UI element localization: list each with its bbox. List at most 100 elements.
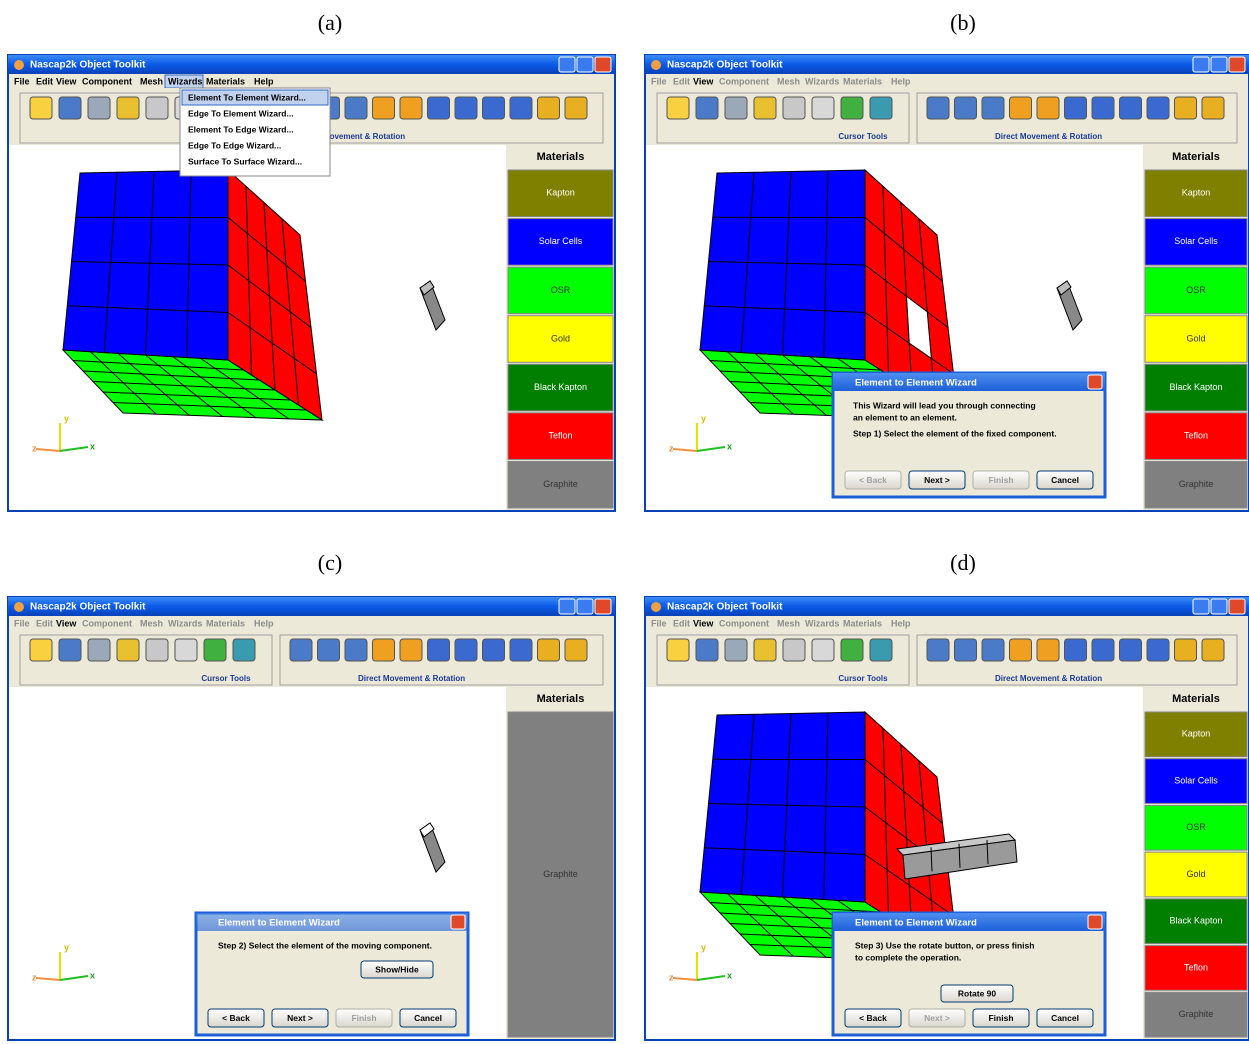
menu-item[interactable]: Wizards <box>805 76 839 86</box>
tool-button[interactable] <box>1146 638 1170 662</box>
menu-item[interactable]: View <box>693 618 714 628</box>
dialog-close[interactable] <box>450 914 466 930</box>
tool-button[interactable] <box>174 638 198 662</box>
tool-button[interactable] <box>58 96 82 120</box>
tool-button[interactable] <box>87 638 111 662</box>
material-swatch[interactable] <box>1144 412 1248 460</box>
tool-button[interactable] <box>1009 638 1032 662</box>
menu-item[interactable]: Materials <box>843 618 882 628</box>
tool-button[interactable] <box>427 96 450 120</box>
tool-button[interactable] <box>564 638 588 662</box>
dropdown-item[interactable]: Edge To Edge Wizard... <box>188 140 281 150</box>
dialog-button[interactable] <box>972 470 1030 490</box>
menu-item[interactable]: Materials <box>206 76 245 86</box>
close-button[interactable] <box>1228 598 1246 615</box>
menu-item[interactable]: View <box>693 76 714 86</box>
material-swatch[interactable] <box>1144 851 1248 898</box>
menu-item[interactable]: Component <box>719 618 769 628</box>
menu-item[interactable]: Help <box>254 76 274 86</box>
tool-button[interactable] <box>811 638 835 662</box>
tool-button[interactable] <box>1036 638 1060 662</box>
dialog-button[interactable] <box>908 470 966 490</box>
tool-button[interactable] <box>145 96 169 120</box>
tool-button[interactable] <box>695 638 719 662</box>
minimize-button[interactable] <box>558 56 576 73</box>
minimize-button[interactable] <box>1192 598 1210 615</box>
tool-button[interactable] <box>372 96 395 120</box>
tool-button[interactable] <box>954 638 977 662</box>
menu-item[interactable]: File <box>651 76 667 86</box>
tool-button[interactable] <box>1201 638 1225 662</box>
menu-item[interactable]: Materials <box>206 618 245 628</box>
tool-button[interactable] <box>840 96 864 120</box>
close-button[interactable] <box>594 598 612 615</box>
tool-button[interactable] <box>564 96 588 120</box>
tool-button[interactable] <box>482 96 505 120</box>
tool-button[interactable] <box>509 638 533 662</box>
menu-item[interactable]: Help <box>254 618 274 628</box>
tool-button[interactable] <box>981 96 1005 120</box>
material-swatch[interactable] <box>507 315 614 363</box>
material-swatch[interactable] <box>1144 898 1248 945</box>
dialog-button[interactable] <box>844 470 902 490</box>
dropdown-item[interactable]: Element To Element Wizard... <box>188 92 306 102</box>
tool-button[interactable] <box>724 638 748 662</box>
tool-button[interactable] <box>1174 638 1197 662</box>
tool-button[interactable] <box>1201 96 1225 120</box>
tool-button[interactable] <box>926 638 950 662</box>
menu-item[interactable]: Help <box>891 618 911 628</box>
tool-button[interactable] <box>399 96 423 120</box>
maximize-button[interactable] <box>1210 56 1228 73</box>
dialog-close[interactable] <box>1087 374 1103 390</box>
menu-item[interactable]: Mesh <box>777 618 800 628</box>
material-swatch[interactable] <box>1144 758 1248 804</box>
dropdown-item[interactable]: Surface To Surface Wizard... <box>188 156 302 166</box>
action-button[interactable] <box>940 984 1014 1003</box>
menu-item[interactable]: Edit <box>673 618 690 628</box>
tool-button[interactable] <box>509 96 533 120</box>
menu-item[interactable]: File <box>14 76 30 86</box>
dialog-button[interactable] <box>335 1008 393 1028</box>
tool-button[interactable] <box>753 96 777 120</box>
tool-button[interactable] <box>1064 96 1087 120</box>
dialog-button[interactable] <box>1036 470 1094 490</box>
tool-button[interactable] <box>454 638 478 662</box>
material-swatch[interactable] <box>507 460 614 509</box>
tool-button[interactable] <box>87 96 111 120</box>
menu-item[interactable]: Materials <box>843 76 882 86</box>
menu-item[interactable]: Help <box>891 76 911 86</box>
minimize-button[interactable] <box>558 598 576 615</box>
material-swatch[interactable] <box>507 412 614 460</box>
tool-button[interactable] <box>840 638 864 662</box>
tool-button[interactable] <box>344 638 368 662</box>
tool-button[interactable] <box>869 638 893 662</box>
tool-button[interactable] <box>695 96 719 120</box>
close-button[interactable] <box>594 56 612 73</box>
tool-button[interactable] <box>399 638 423 662</box>
material-swatch[interactable] <box>1144 363 1248 412</box>
dialog-button[interactable] <box>972 1008 1030 1028</box>
tool-button[interactable] <box>372 638 395 662</box>
tool-button[interactable] <box>1064 638 1087 662</box>
material-swatch[interactable] <box>507 363 614 412</box>
menu-item[interactable]: Wizards <box>805 618 839 628</box>
menu-item[interactable]: Mesh <box>777 76 800 86</box>
tool-button[interactable] <box>1009 96 1032 120</box>
dialog-close[interactable] <box>1087 914 1103 930</box>
tool-button[interactable] <box>926 96 950 120</box>
dialog-button[interactable] <box>399 1008 457 1028</box>
tool-button[interactable] <box>782 96 806 120</box>
tool-button[interactable] <box>116 96 140 120</box>
maximize-button[interactable] <box>576 56 594 73</box>
material-swatch[interactable] <box>1144 711 1248 758</box>
menu-item[interactable]: Component <box>719 76 769 86</box>
dialog-button[interactable] <box>844 1008 902 1028</box>
dropdown-item[interactable]: Edge To Element Wizard... <box>188 108 294 118</box>
menu-item[interactable]: View <box>56 618 77 628</box>
tool-button[interactable] <box>981 638 1005 662</box>
tool-button[interactable] <box>782 638 806 662</box>
tool-button[interactable] <box>811 96 835 120</box>
material-swatch[interactable] <box>1144 266 1248 315</box>
material-swatch[interactable] <box>507 218 614 266</box>
tool-button[interactable] <box>116 638 140 662</box>
